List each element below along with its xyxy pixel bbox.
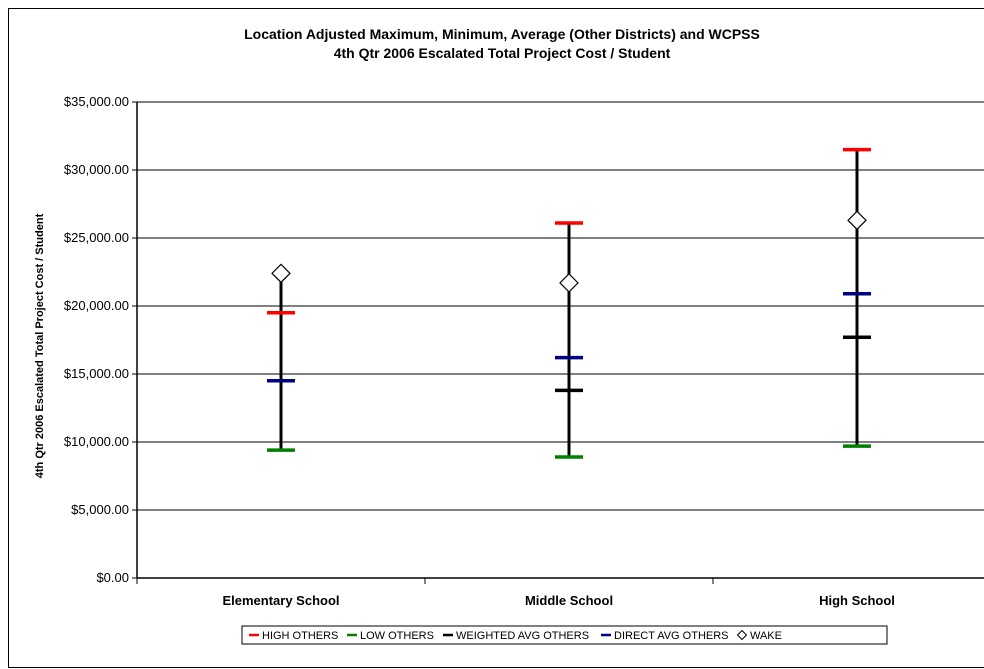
legend: HIGH OTHERS LOW OTHERS WEIGHTED AVG OTHERS…: [241, 625, 888, 645]
y-tick-label: $25,000.00: [64, 230, 129, 245]
x-tick-label: Middle School: [525, 593, 613, 608]
y-tick-label: $20,000.00: [64, 298, 129, 313]
chart: Location Adjusted Maximum, Minimum, Aver…: [34, 26, 984, 645]
chart-frame: Location Adjusted Maximum, Minimum, Aver…: [8, 8, 984, 668]
y-tick-label: $10,000.00: [64, 434, 129, 449]
y-tick-label: $30,000.00: [64, 162, 129, 177]
chart-title: Location Adjusted Maximum, Minimum, Aver…: [244, 26, 760, 42]
marker-wake-diamond: [847, 210, 867, 231]
x-tick-label: Elementary School: [222, 593, 339, 608]
y-tick-label: $0.00: [96, 570, 129, 585]
legend-weighted-avg-others-label: WEIGHTED AVG OTHERS: [456, 630, 589, 642]
y-axis-label: 4th Qtr 2006 Escalated Total Project Cos…: [34, 213, 46, 478]
legend-wake-swatch: [736, 629, 748, 641]
y-tick-label: $15,000.00: [64, 366, 129, 381]
legend-wake-label: WAKE: [750, 630, 782, 642]
y-tick-labels: $0.00 $5,000.00 $10,000.00 $15,000.00 $20,00…: [64, 94, 129, 585]
legend-direct-avg-others-label: DIRECT AVG OTHERS: [614, 630, 729, 642]
x-tick-labels: Elementary School Middle School High Schoo…: [222, 593, 894, 608]
y-tick-label: $35,000.00: [64, 94, 129, 109]
axes: [136, 102, 984, 584]
x-tick-label: High School: [819, 593, 895, 608]
marker-wake-diamond: [559, 273, 579, 293]
legend-box: [241, 625, 888, 645]
data-marks: [267, 147, 871, 459]
legend-high-others-label: HIGH OTHERS: [262, 630, 338, 642]
y-tick-label: $5,000.00: [71, 502, 129, 517]
legend-low-others-label: LOW OTHERS: [360, 630, 434, 642]
chart-subtitle: 4th Qtr 2006 Escalated Total Project Cos…: [334, 45, 671, 61]
marker-wake-diamond: [271, 263, 291, 284]
